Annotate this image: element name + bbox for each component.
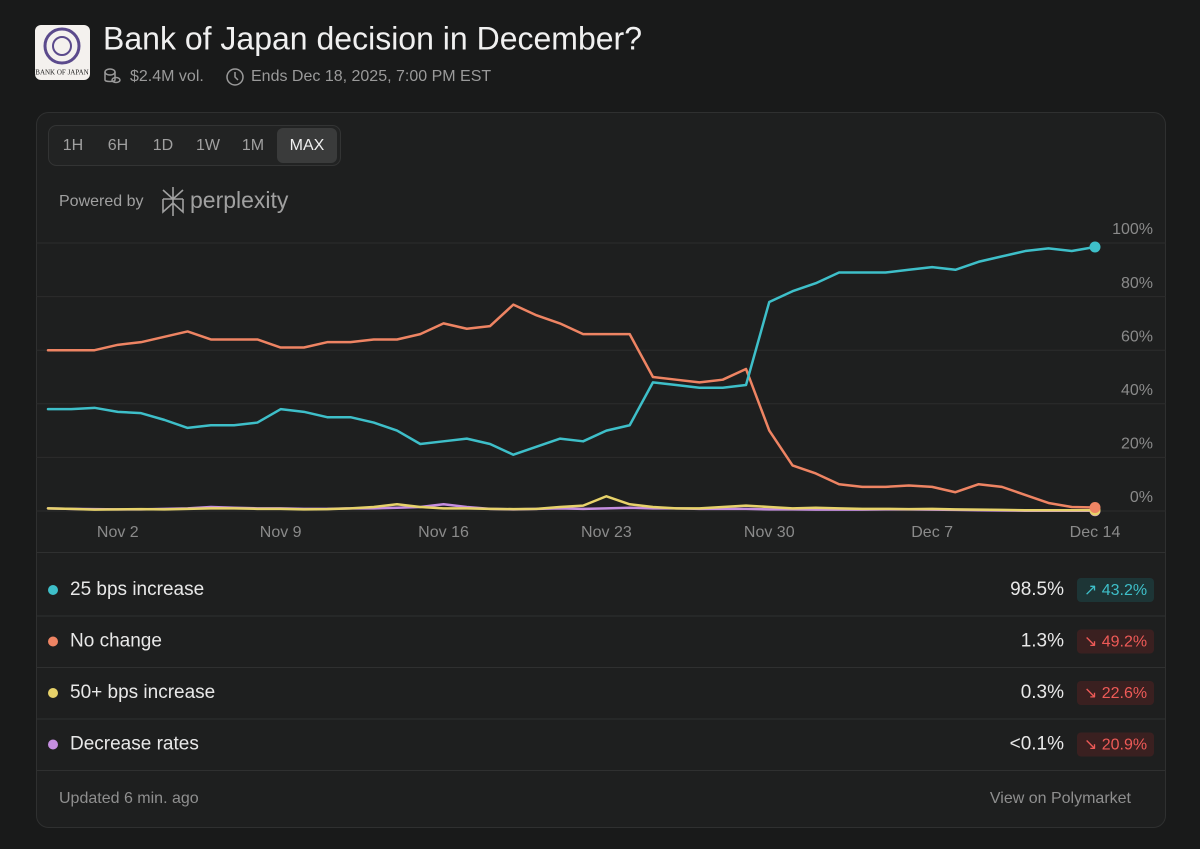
range-button[interactable]: 6H: [108, 137, 128, 154]
series-line: [46, 495, 1097, 512]
powered-label: Powered by: [59, 193, 144, 210]
volume: $2.4M vol.: [130, 68, 204, 85]
current-value: 98.5%: [1010, 579, 1064, 600]
series-line: [46, 245, 1097, 456]
legend-dot: [48, 636, 58, 647]
change-value: ↘ 49.2%: [1084, 634, 1147, 651]
legend-dot: [48, 585, 58, 595]
y-tick-label: 100%: [1112, 221, 1153, 238]
x-tick-label: Dec 7: [911, 524, 953, 541]
y-tick-label: 60%: [1121, 328, 1153, 345]
perplexity-icon: [162, 187, 184, 216]
series-line: [46, 303, 1097, 509]
range-button[interactable]: 1M: [242, 137, 264, 154]
y-tick-label: 0%: [1130, 489, 1153, 506]
current-value: 1.3%: [1021, 631, 1064, 652]
clock-icon: [226, 68, 244, 86]
y-tick-label: 20%: [1121, 436, 1153, 453]
current-value: <0.1%: [1010, 734, 1065, 755]
end-date: Ends Dec 18, 2025, 7:00 PM EST: [251, 68, 491, 85]
x-tick-label: Nov 16: [418, 524, 469, 541]
x-tick-label: Nov 23: [581, 524, 632, 541]
end-point: [1089, 241, 1101, 253]
change-badge: [1077, 629, 1154, 654]
legend-dot: [48, 739, 58, 750]
change-value: ↘ 22.6%: [1084, 685, 1147, 702]
y-tick-label: 80%: [1121, 275, 1153, 292]
change-badge: [1077, 681, 1154, 705]
title: Bank of Japan decision in December?: [103, 20, 642, 56]
end-point: [1089, 502, 1101, 514]
x-tick-label: Nov 9: [260, 524, 302, 541]
y-tick-label: 40%: [1121, 382, 1153, 399]
range-button[interactable]: 1H: [63, 137, 83, 154]
range-button[interactable]: MAX: [290, 137, 325, 154]
logo-emblem: [52, 36, 72, 56]
range-button[interactable]: 1D: [153, 137, 173, 154]
range-selector: [48, 125, 341, 166]
legend-name: 50+ bps increase: [70, 682, 215, 703]
polymarket-link[interactable]: View on Polymarket: [990, 790, 1132, 807]
change-badge: [1077, 732, 1154, 757]
logo-text: BANK OF JAPAN: [35, 69, 88, 77]
card: [36, 112, 1166, 828]
x-tick-label: Nov 2: [97, 524, 139, 541]
legend-name: 25 bps increase: [70, 579, 204, 600]
legend-dot: [48, 688, 58, 698]
logo-emblem: [43, 27, 81, 65]
legend-name: Decrease rates: [70, 734, 199, 755]
change-value: ↗ 43.2%: [1084, 582, 1147, 599]
legend-name: No change: [70, 631, 162, 652]
perplexity-brand: perplexity: [190, 187, 289, 213]
volume-icon: [104, 68, 121, 84]
current-value: 0.3%: [1021, 682, 1064, 703]
x-tick-label: Dec 14: [1070, 524, 1121, 541]
change-badge: [1077, 578, 1154, 602]
x-tick-label: Nov 30: [744, 524, 795, 541]
range-button[interactable]: 1W: [196, 137, 221, 154]
range-selected: [277, 128, 337, 163]
change-value: ↘ 20.9%: [1084, 737, 1147, 754]
updated: Updated 6 min. ago: [59, 790, 199, 807]
